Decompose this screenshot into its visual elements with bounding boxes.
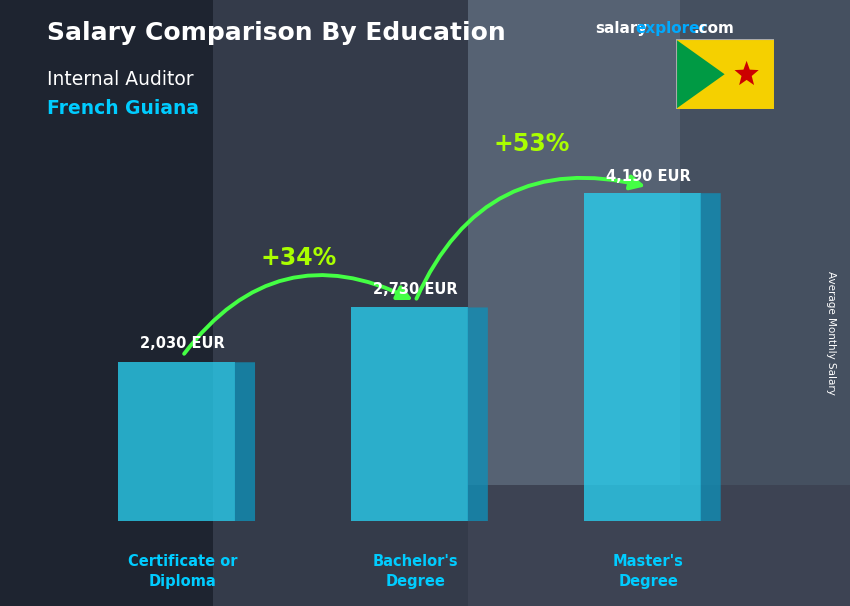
Text: Internal Auditor: Internal Auditor <box>47 70 193 88</box>
Polygon shape <box>351 307 468 521</box>
Text: Master's
Degree: Master's Degree <box>613 554 683 589</box>
Polygon shape <box>584 193 700 521</box>
Polygon shape <box>700 193 721 521</box>
Bar <box>680 0 850 485</box>
Text: Salary Comparison By Education: Salary Comparison By Education <box>47 21 506 45</box>
Polygon shape <box>468 307 488 521</box>
Bar <box>212 0 468 606</box>
Text: +53%: +53% <box>494 132 570 156</box>
Text: +34%: +34% <box>261 246 337 270</box>
Bar <box>468 485 850 606</box>
Text: Average Monthly Salary: Average Monthly Salary <box>826 271 836 395</box>
Text: 2,030 EUR: 2,030 EUR <box>140 336 225 350</box>
Text: 4,190 EUR: 4,190 EUR <box>606 169 690 184</box>
Polygon shape <box>235 362 255 521</box>
Bar <box>468 0 680 485</box>
Text: 2,730 EUR: 2,730 EUR <box>373 282 457 298</box>
Text: explorer: explorer <box>636 21 708 36</box>
Text: .com: .com <box>694 21 734 36</box>
Polygon shape <box>676 39 724 109</box>
Text: salary: salary <box>595 21 648 36</box>
Text: Certificate or
Diploma: Certificate or Diploma <box>128 554 237 589</box>
Bar <box>0 0 212 606</box>
Text: French Guiana: French Guiana <box>47 99 199 118</box>
Polygon shape <box>118 362 235 521</box>
Polygon shape <box>734 61 759 85</box>
Text: Bachelor's
Degree: Bachelor's Degree <box>372 554 458 589</box>
